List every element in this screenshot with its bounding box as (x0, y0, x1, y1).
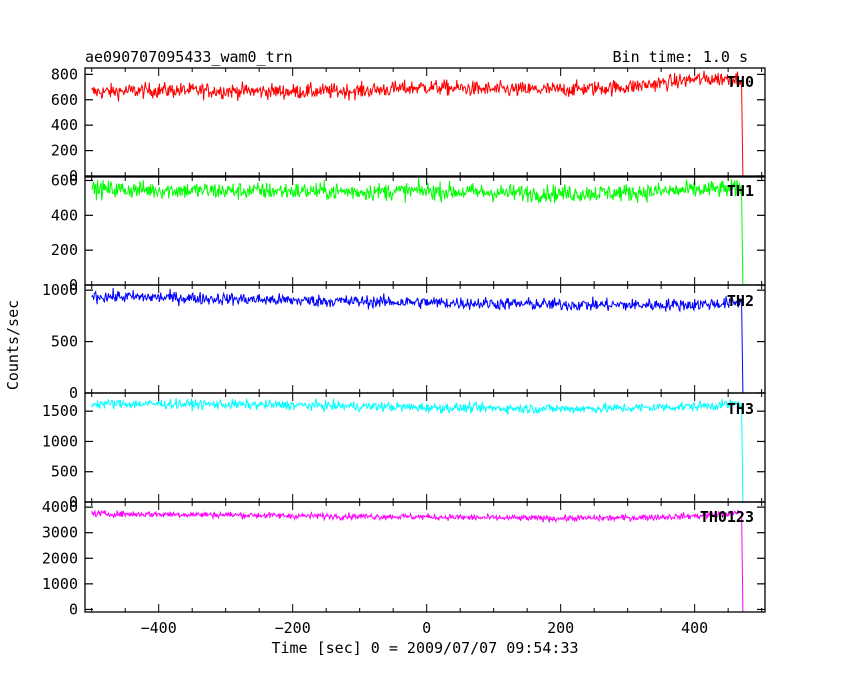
y-tick-label: 500 (51, 333, 78, 351)
y-axis-label: Counts/sec (4, 300, 22, 390)
y-tick-label: 1000 (42, 432, 78, 450)
x-tick-label: 200 (547, 619, 574, 637)
panel-frame (84, 501, 766, 613)
series-label-th3: TH3 (727, 400, 754, 418)
y-tick-label: 800 (51, 65, 78, 83)
y-tick-label: 3000 (42, 524, 78, 542)
y-tick-label: 400 (51, 116, 78, 134)
panels-group: 0 200 400 600 800 TH0 0 200 400 600 TH1 0 500 1000 TH2… (42, 65, 766, 618)
series-label-th1: TH1 (727, 182, 754, 200)
panel-th3: 0 500 1000 1500 TH3 (42, 392, 766, 511)
x-tick-label: 400 (681, 619, 708, 637)
y-tick-label: 1500 (42, 402, 78, 420)
panel-th0: 0 200 400 600 800 TH0 (51, 65, 766, 185)
y-tick-label: 600 (51, 91, 78, 109)
y-tick-label: 500 (51, 463, 78, 481)
chart-title: ae090707095433_wam0_trn (85, 48, 293, 66)
series-label-th0: TH0 (727, 73, 754, 91)
y-tick-label: 0 (69, 600, 78, 618)
y-tick-label: 200 (51, 241, 78, 259)
x-tick-label: −200 (275, 619, 311, 637)
x-axis: −400 −200 0 200 400 (141, 619, 709, 637)
y-tick-label: 2000 (42, 549, 78, 567)
y-tick-label: 0 (69, 493, 78, 511)
y-tick-label: 0 (69, 384, 78, 402)
y-tick-label: 4000 (42, 498, 78, 516)
panel-th0123: 0 1000 2000 3000 4000 TH0123 (42, 498, 766, 618)
y-tick-label: 200 (51, 142, 78, 160)
series-line-th0123 (91, 509, 744, 613)
panel-th2: 0 500 1000 TH2 (42, 281, 766, 402)
panel-frame (84, 67, 766, 177)
series-line-th3 (91, 397, 744, 503)
y-tick-label: 600 (51, 171, 78, 189)
bin-time-label: Bin time: 1.0 s (613, 48, 748, 66)
y-tick-label: 1000 (42, 281, 78, 299)
y-tick-label: 0 (69, 276, 78, 294)
x-tick-label: −400 (141, 619, 177, 637)
x-axis-label: Time [sec] 0 = 2009/07/07 09:54:33 (271, 639, 578, 657)
y-tick-label: 400 (51, 206, 78, 224)
panel-th1: 0 200 400 600 TH1 (51, 171, 766, 294)
y-tick-label: 0 (69, 167, 78, 185)
series-label-th2: TH2 (727, 292, 754, 310)
x-tick-label: 0 (422, 619, 431, 637)
series-line-th1 (91, 178, 744, 286)
series-label-th0123: TH0123 (700, 508, 754, 526)
series-line-th2 (91, 287, 744, 394)
series-line-th0 (91, 70, 744, 177)
y-tick-label: 1000 (42, 575, 78, 593)
